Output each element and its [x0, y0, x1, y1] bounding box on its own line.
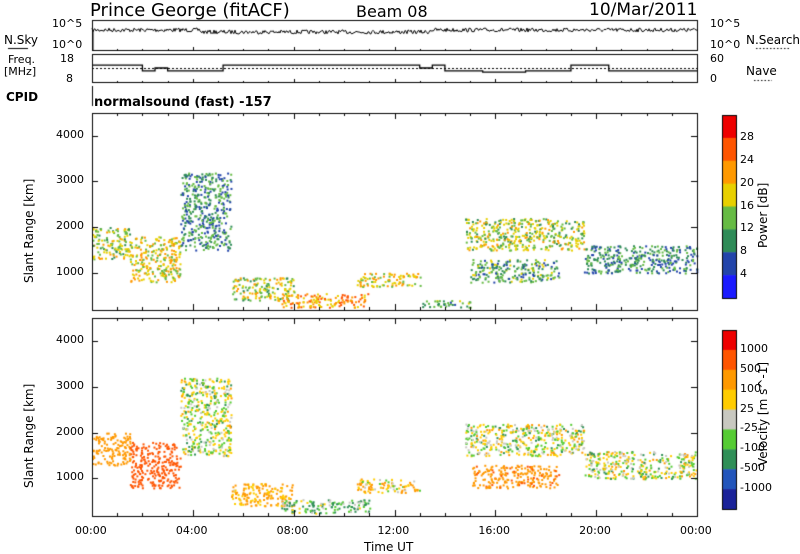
- power-cbar-tick: 8: [740, 244, 747, 258]
- x-tick-label: 20:00: [579, 524, 611, 537]
- velocity-cbar-tick: -100: [740, 441, 765, 455]
- velocity-cbar-tick: 25: [740, 401, 754, 415]
- power-ylabel: Slant Range [km]: [22, 178, 36, 283]
- xlabel: Time UT: [364, 540, 414, 554]
- station-title: Prince George (fitACF): [90, 0, 290, 21]
- x-tick-label: 16:00: [478, 524, 511, 537]
- power-cbar-tick: 4: [740, 267, 747, 281]
- y-tick-label: 3000: [56, 378, 84, 392]
- nave-label: Nave: [746, 64, 777, 78]
- nave-tick-hi: 60: [710, 52, 724, 65]
- x-tick-label: 08:00: [276, 524, 309, 537]
- freq-label-line1: Freq.: [8, 53, 36, 66]
- x-tick-label: 00:00: [680, 524, 712, 537]
- power-cbar-tick: 20: [740, 175, 754, 189]
- y-tick-label: 3000: [56, 173, 84, 187]
- nave-tick-lo: 0: [710, 72, 717, 85]
- y-tick-label: 1000: [56, 264, 84, 278]
- power-cbar-tick: 28: [740, 129, 754, 143]
- x-tick-label: 12:00: [377, 524, 410, 537]
- freq-label-line2: [MHz]: [4, 65, 37, 78]
- x-tick-label: 04:00: [175, 524, 208, 537]
- power-cbar-tick: 12: [740, 221, 754, 235]
- velocity-ylabel: Slant Range [km]: [22, 383, 36, 488]
- y-tick-label: 4000: [56, 127, 84, 141]
- velocity-cbar-tick: -1000: [740, 481, 772, 495]
- noise-tick-lo-left: 10^0: [52, 38, 83, 51]
- power-cbar-label: Power [dB]: [756, 182, 770, 248]
- y-tick-label: 1000: [56, 470, 84, 484]
- beam-title: Beam 08: [356, 2, 428, 21]
- velocity-cbar-tick: 1000: [740, 341, 768, 355]
- cpid-label: CPID: [6, 90, 39, 104]
- noise-tick-lo-right: 10^0: [710, 38, 741, 51]
- freq-tick-lo: 8: [66, 72, 73, 85]
- y-tick-label: 2000: [56, 219, 84, 232]
- noise-tick-hi-right: 10^5: [710, 17, 741, 30]
- y-tick-label: 4000: [56, 332, 84, 346]
- nsky-label: N.Sky: [4, 33, 39, 47]
- velocity-cbar-tick: 100: [740, 381, 761, 395]
- y-tick-label: 2000: [56, 424, 84, 438]
- freq-tick-hi: 18: [60, 52, 74, 65]
- velocity-cbar-tick: 500: [740, 361, 761, 375]
- nsearch-label: N.Search: [746, 33, 800, 47]
- velocity-cbar-tick: -25: [740, 421, 758, 435]
- mode-label: normalsound (fast) -157: [94, 95, 272, 110]
- velocity-cbar-tick: -500: [740, 461, 765, 475]
- noise-tick-hi-left: 10^5: [52, 17, 83, 30]
- power-cbar-tick: 16: [740, 198, 754, 212]
- x-tick-label: 00:00: [75, 524, 107, 537]
- date-title: 10/Mar/2011: [589, 0, 698, 20]
- power-cbar-tick: 24: [740, 152, 754, 166]
